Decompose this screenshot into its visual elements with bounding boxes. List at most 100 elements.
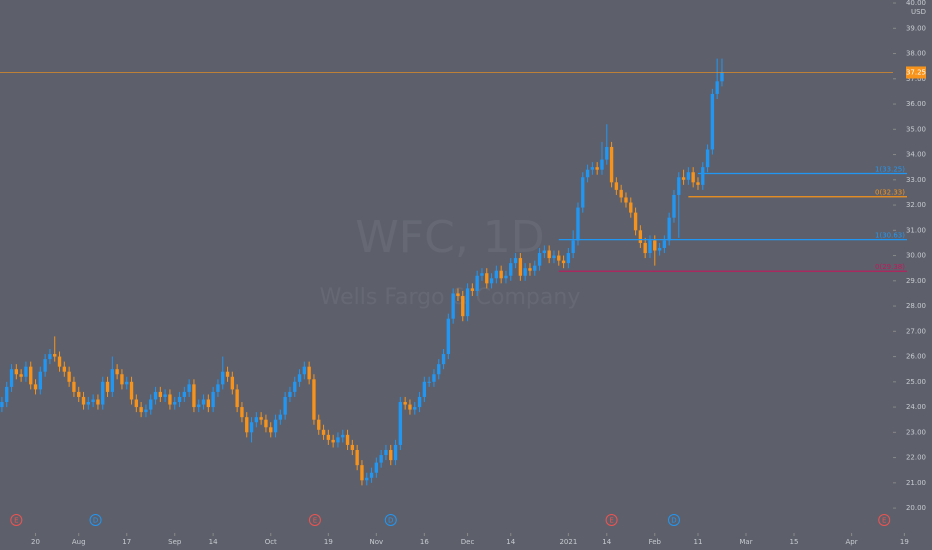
candle-body (115, 369, 119, 375)
candle-body (590, 167, 595, 170)
event-label: D (671, 517, 676, 525)
candle-body (307, 366, 311, 380)
y-tick-label: 21.00 (906, 479, 926, 487)
candle-body (691, 172, 695, 183)
candle-body (57, 356, 62, 367)
event-label: E (882, 517, 886, 525)
candle-body (374, 462, 379, 473)
candle-body (139, 407, 143, 413)
x-tick-label: Mar (739, 538, 752, 546)
candle-body (331, 439, 335, 443)
candle-body (72, 381, 76, 392)
candle-body (605, 146, 609, 160)
candle-body (120, 374, 124, 385)
candle-body (230, 376, 235, 390)
candle-body (360, 465, 364, 481)
candle-body (470, 288, 475, 291)
candle-body (494, 270, 499, 279)
y-tick-label: 34.00 (906, 151, 926, 159)
last-price-label: 37.25 (906, 68, 926, 76)
candle-body (513, 258, 518, 264)
y-tick-label: 32.00 (906, 201, 926, 209)
event-label: D (93, 517, 98, 525)
candle-body (86, 402, 91, 405)
candle-body (105, 381, 110, 392)
candle-body (441, 354, 446, 365)
event-marker (384, 514, 397, 526)
candle-body (485, 273, 489, 284)
candle-body (149, 399, 153, 410)
candle-body (571, 240, 575, 254)
candle-body (533, 265, 537, 271)
candle-body (211, 391, 215, 408)
candle-body (187, 384, 191, 392)
candle-body (413, 407, 417, 410)
candle-body (427, 381, 431, 383)
candle-body (96, 399, 100, 405)
event-label: D (388, 517, 393, 525)
last-price-box (906, 66, 926, 79)
y-tick-label: 28.00 (906, 302, 926, 310)
candle-body (341, 434, 345, 438)
x-tick-label: 14 (506, 538, 515, 546)
candle-body (480, 273, 484, 276)
candle-body (509, 263, 513, 276)
candle-body (643, 242, 647, 254)
candle-body (461, 295, 465, 317)
candle-body (14, 369, 19, 375)
y-tick-label: 39.00 (906, 24, 926, 32)
candle-body (701, 167, 705, 185)
candle-body (62, 366, 67, 372)
candle-body (614, 182, 619, 190)
candle-body (288, 391, 292, 397)
candle-body (48, 354, 52, 360)
candle-body (686, 172, 691, 180)
candle-body (216, 384, 220, 392)
candle-body (19, 374, 23, 377)
candle-body (264, 419, 268, 428)
candle-body (225, 371, 230, 377)
candle-body (720, 72, 724, 82)
candle-body (537, 253, 542, 266)
currency-label: USD (911, 8, 926, 16)
candle-body (456, 293, 460, 296)
candle-body (422, 381, 427, 397)
candle-body (365, 477, 369, 481)
event-marker (10, 514, 23, 526)
candle-body (81, 396, 86, 405)
y-tick-label: 26.00 (906, 353, 926, 361)
candle-body (600, 159, 604, 170)
event-marker (878, 514, 891, 526)
y-tick-label: 36.00 (906, 100, 926, 108)
candle-body (653, 240, 657, 251)
x-tick-label: Apr (846, 538, 858, 546)
candle-body (206, 399, 211, 408)
candle-body (398, 402, 403, 445)
event-marker (308, 514, 321, 526)
candle-body (499, 270, 503, 279)
candle-body (125, 381, 129, 385)
x-tick-label: Aug (72, 538, 86, 546)
event-marker (667, 514, 680, 526)
candle-body (273, 419, 278, 433)
y-tick-label: 37.00 (906, 75, 926, 83)
candle-body (638, 230, 643, 243)
candle-body (245, 417, 249, 433)
candle-body (312, 379, 316, 420)
candle-body (595, 167, 599, 170)
level-label: 1(30.63) (875, 232, 905, 240)
candle-body (528, 268, 532, 271)
candle-body (168, 394, 172, 405)
candle-body (192, 384, 196, 408)
candle-body (624, 197, 628, 203)
candle-body (585, 169, 590, 178)
candle-body (619, 189, 623, 198)
candle-body (451, 293, 455, 319)
x-tick-label: Oct (265, 538, 277, 546)
candle-body (163, 394, 167, 397)
candle-body (629, 202, 633, 213)
candle-body (302, 366, 307, 375)
candle-body (389, 450, 393, 461)
candle-body (9, 369, 14, 387)
